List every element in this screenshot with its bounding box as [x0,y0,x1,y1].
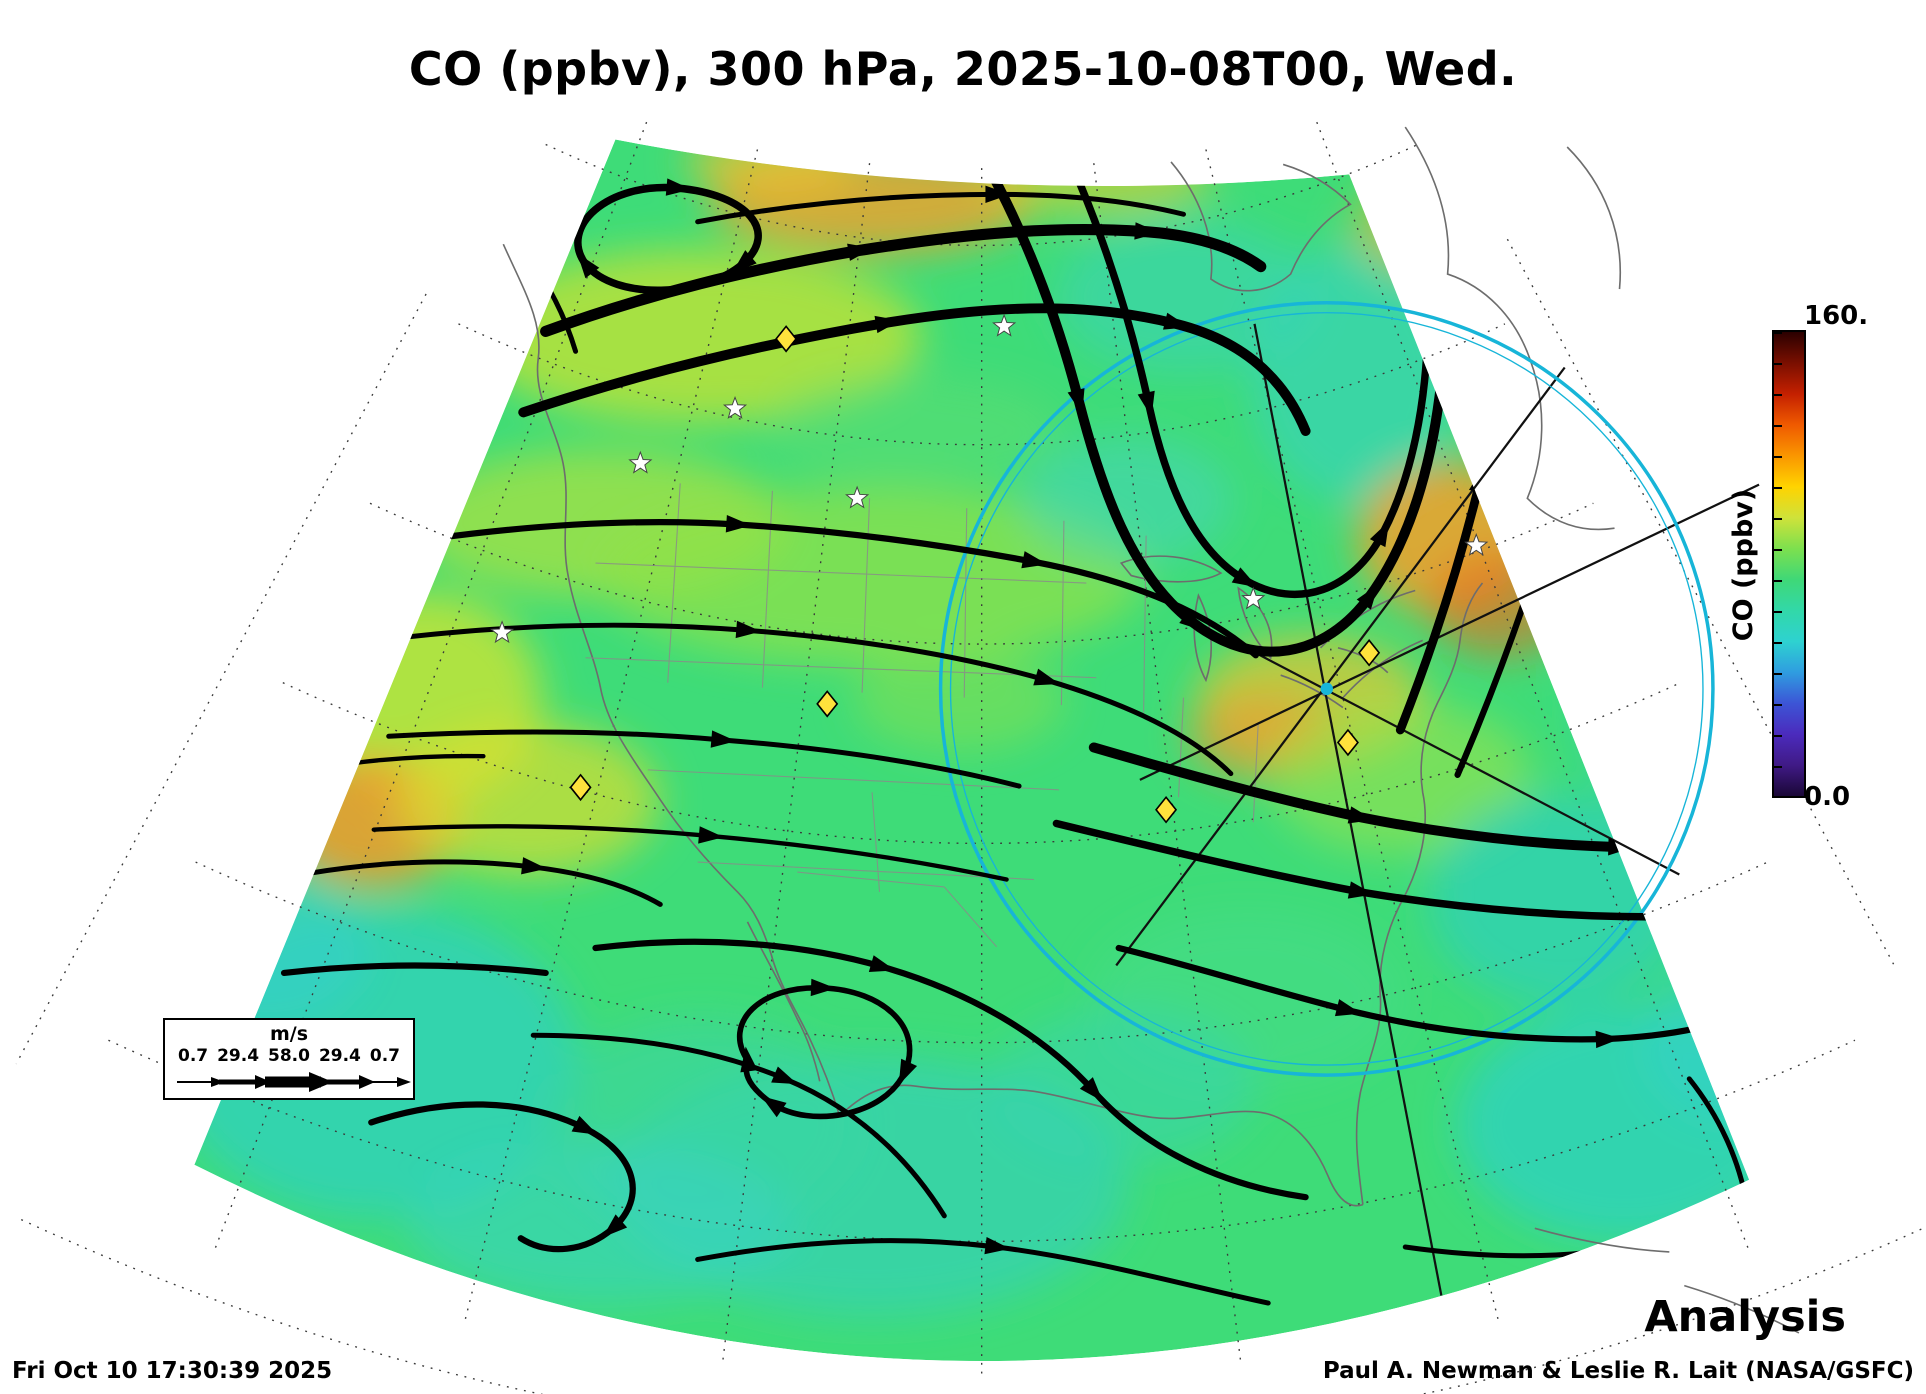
wind-speed-value: 0.7 [178,1046,209,1066]
wind-speed-value: 0.7 [369,1046,400,1066]
credit-line: Paul A. Newman & Leslie R. Lait (NASA/GS… [1322,1358,1914,1384]
wind-speed-values: 0.7 29.4 58.0 29.4 0.7 [165,1046,413,1066]
colorbar-title: CO (ppbv) [1728,488,1759,642]
range-ring-group [938,300,1715,1077]
range-ring-outer [938,300,1715,1077]
analysis-label: Analysis [1644,1292,1846,1342]
range-ring-center [1320,682,1333,696]
wind-units-label: m/s [269,1023,309,1045]
wind-speed-value: 29.4 [217,1046,260,1066]
colorbar-gradient [1772,330,1806,798]
colorbar-max-label: 160. [1804,301,1869,331]
colorbar-min-label: 0.0 [1804,782,1851,812]
page-title: CO (ppbv), 300 hPa, 2025-10-08T00, Wed. [408,42,1518,96]
wind-speed-value: 58.0 [268,1046,310,1066]
range-ring-inner [949,311,1704,1066]
wind-speed-legend: m/s 0.7 29.4 58.0 29.4 0.7 [163,1018,415,1100]
track-line [1139,483,1760,781]
wind-speed-value: 29.4 [318,1046,361,1066]
wind-arrow-scale [177,1072,411,1092]
generated-timestamp: Fri Oct 10 17:30:39 2025 [12,1358,333,1384]
colorbar-ticks [1774,332,1782,796]
